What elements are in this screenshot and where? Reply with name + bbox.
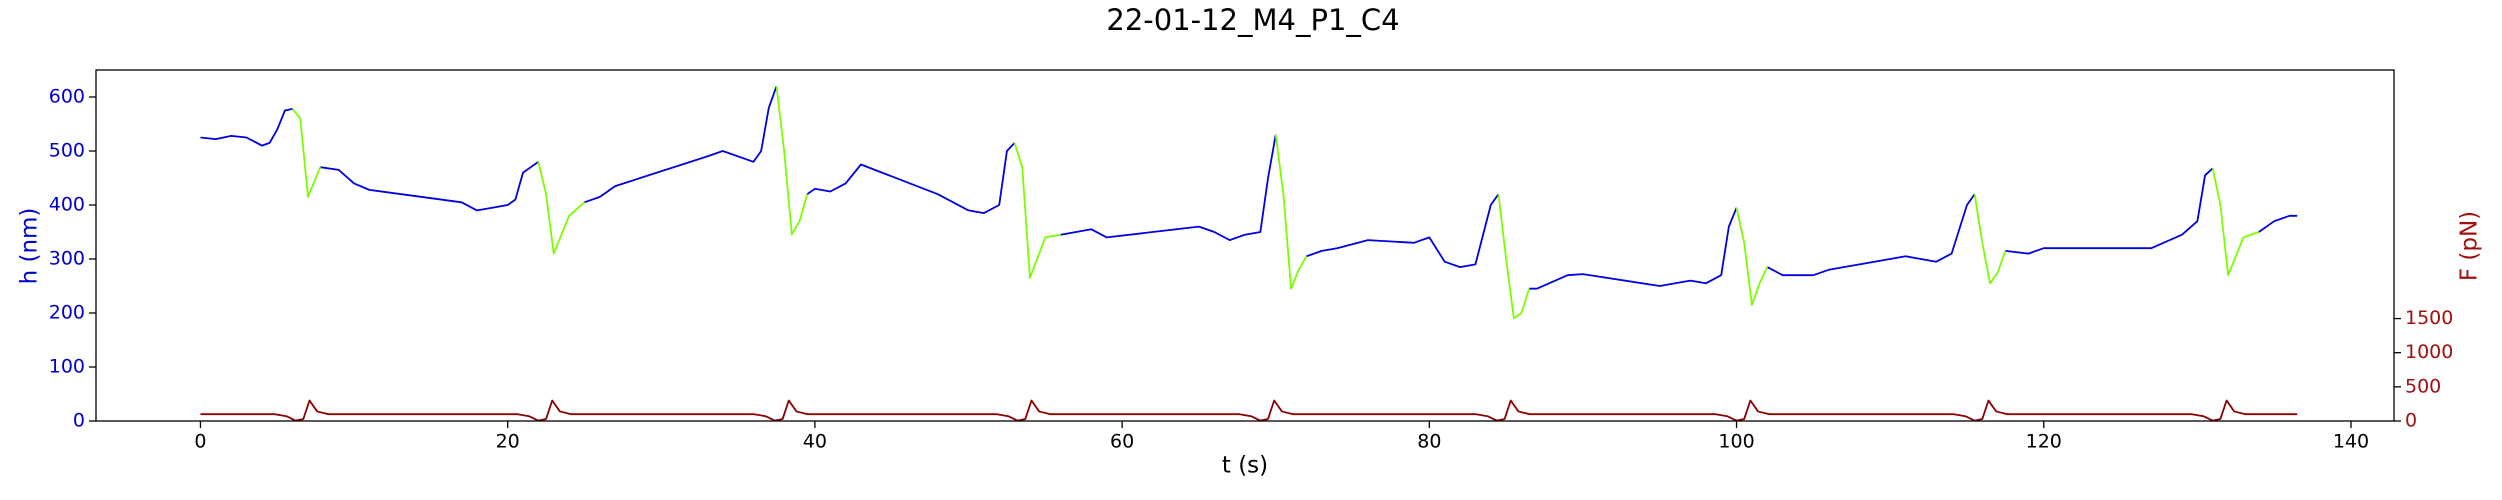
y-tick-label: 400 — [49, 194, 85, 216]
y-tick-label: 0 — [73, 410, 85, 432]
chart-title: 22-01-12_M4_P1_C4 — [1106, 3, 1399, 37]
x-tick-label: 60 — [1110, 431, 1134, 453]
x-tick-label: 80 — [1417, 431, 1441, 453]
y-tick-label: 300 — [49, 248, 85, 270]
y2-axis-label: F (pN) — [2457, 211, 2483, 281]
y-tick-label: 500 — [49, 140, 85, 162]
y-axis-label: h (nm) — [17, 208, 43, 285]
y2-tick-label: 500 — [2405, 375, 2441, 397]
x-tick-label: 0 — [194, 431, 206, 453]
y2-tick-label: 0 — [2405, 410, 2417, 432]
x-tick-label: 100 — [1718, 431, 1754, 453]
y2-tick-label: 1000 — [2405, 341, 2453, 363]
x-tick-label: 120 — [2026, 431, 2062, 453]
plot-frame — [95, 69, 2395, 422]
y-tick-label: 600 — [49, 86, 85, 108]
x-tick-label: 20 — [496, 431, 520, 453]
y-tick-label: 100 — [49, 356, 85, 378]
data-line — [200, 85, 2298, 290]
y-tick-label: 200 — [49, 302, 85, 324]
data-line — [200, 399, 2298, 422]
y2-tick-label: 1500 — [2405, 307, 2453, 329]
x-tick-label: 40 — [803, 431, 827, 453]
x-axis-label: t (s) — [1222, 453, 1268, 479]
data-line — [291, 86, 2260, 320]
x-tick-label: 140 — [2333, 431, 2369, 453]
